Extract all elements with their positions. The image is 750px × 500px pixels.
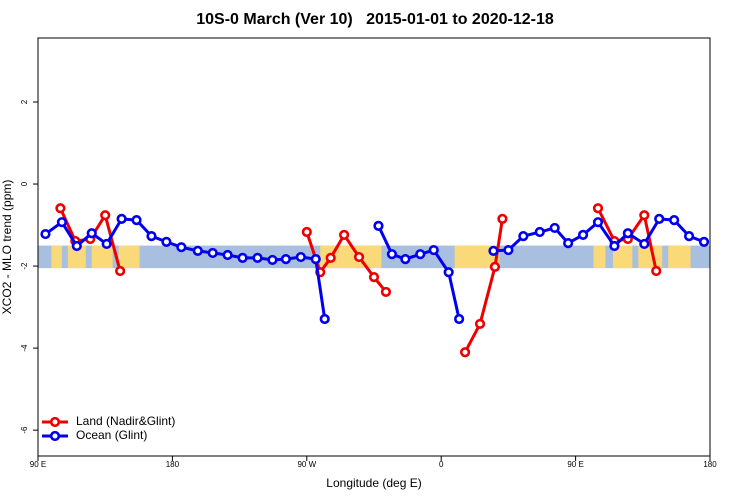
data-point (698, 236, 710, 247)
data-point (592, 217, 604, 228)
data-point (489, 261, 501, 272)
data-point (368, 272, 380, 283)
data-point (651, 265, 662, 277)
data-point (459, 347, 471, 358)
y-tick-label: -4 (20, 344, 29, 352)
data-point (518, 231, 529, 242)
data-point (592, 203, 604, 214)
data-point (474, 318, 486, 330)
land-area (51, 245, 62, 269)
land-area (454, 245, 500, 269)
data-point (503, 244, 514, 256)
data-point (563, 238, 574, 249)
series-line (59, 207, 658, 353)
data-point (400, 254, 411, 265)
data-point (534, 226, 545, 238)
y-tick-label: 2 (20, 99, 29, 104)
data-point (71, 240, 82, 252)
data-point (146, 231, 157, 242)
plot-frame (37, 37, 711, 457)
y-tick-label: -2 (20, 262, 29, 270)
x-tick-label: 180 (166, 460, 180, 469)
land-area (118, 245, 140, 269)
legend-marker (49, 430, 61, 442)
x-axis-label: Longitude (deg E) (326, 476, 421, 490)
data-point (280, 254, 291, 265)
y-tick-label: 0 (20, 181, 29, 186)
data-point (454, 313, 465, 325)
data-point (192, 245, 203, 256)
data-point (339, 229, 350, 240)
legend-label: Land (Nadir&Glint) (76, 414, 175, 428)
data-point (428, 244, 439, 256)
land-area (638, 245, 663, 269)
data-point (115, 265, 126, 277)
legend-label: Ocean (Glint) (76, 428, 147, 442)
x-tick-label: 90 E (567, 460, 583, 469)
legend-marker (49, 416, 61, 428)
series-line (44, 217, 705, 320)
land-area (612, 245, 633, 269)
data-point (609, 240, 620, 252)
data-point (252, 252, 263, 263)
x-tick-label: 180 (703, 460, 717, 469)
data-point (415, 249, 426, 260)
data-point (161, 236, 172, 247)
data-point (116, 213, 127, 225)
x-tick-label: 90 E (30, 460, 46, 469)
data-point (222, 249, 233, 261)
data-point (131, 215, 142, 226)
data-point (549, 222, 560, 234)
data-point (353, 251, 365, 263)
y-axis-label: XCO2 - MLO trend (ppm) (0, 180, 14, 315)
data-point (373, 220, 384, 231)
data-point (56, 217, 67, 228)
data-point (683, 231, 695, 242)
land-area (668, 245, 691, 269)
data-point (497, 213, 508, 225)
data-point (101, 238, 112, 250)
x-tick-label: 0 (439, 460, 444, 469)
data-point (639, 238, 650, 250)
data-point (310, 254, 321, 265)
data-point (86, 228, 97, 239)
data-point (386, 249, 398, 260)
y-tick-label: -6 (20, 426, 29, 434)
x-tick-label: 90 W (297, 460, 316, 469)
land-area (67, 245, 86, 269)
data-point (443, 267, 454, 278)
data-point (577, 229, 589, 240)
chart-title: 10S-0 March (Ver 10) 2015-01-01 to 2020-… (196, 11, 554, 28)
data-point (295, 251, 306, 263)
data-point (669, 215, 680, 226)
data-point (207, 247, 218, 259)
data-point (176, 242, 187, 253)
data-point (55, 203, 66, 214)
data-point (267, 254, 278, 266)
data-point (301, 226, 312, 238)
data-point (622, 228, 633, 239)
data-point (639, 210, 650, 221)
data-point (40, 228, 51, 240)
land-area (593, 245, 606, 269)
data-point (100, 210, 111, 221)
data-point (380, 286, 392, 298)
land-area (91, 245, 113, 269)
data-point (488, 245, 499, 256)
data-point (654, 213, 665, 225)
data-point (319, 313, 330, 325)
data-point (325, 252, 336, 263)
data-point (237, 252, 248, 263)
